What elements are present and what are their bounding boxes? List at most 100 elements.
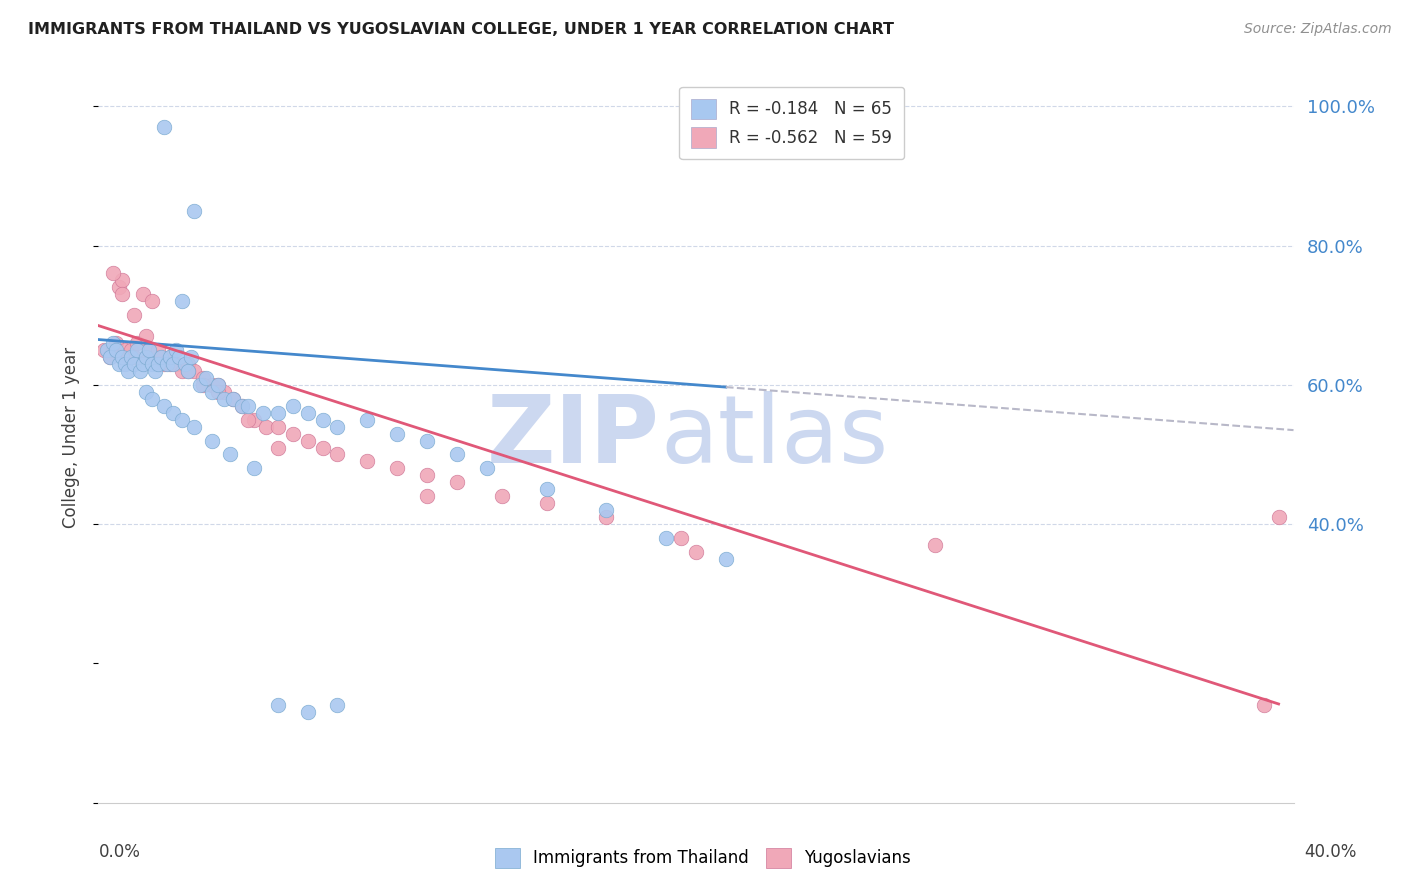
Point [135,350,157,364]
Point [491,489,513,503]
Point [254,419,277,434]
Point [326,698,349,713]
Point [105,336,128,351]
Text: ZIP: ZIP [488,391,661,483]
Point [714,552,737,566]
Point [172,294,194,309]
Point [172,364,194,378]
Text: Source: ZipAtlas.com: Source: ZipAtlas.com [1244,22,1392,37]
Point [669,531,692,545]
Point [311,441,333,455]
Point [326,448,349,462]
Point [132,357,155,371]
Point [148,343,170,357]
Point [191,371,214,385]
Point [201,384,224,399]
Text: 0.0%: 0.0% [98,843,141,861]
Point [103,266,125,280]
Point [124,350,146,364]
Point [162,406,184,420]
Point [385,461,409,475]
Point [103,343,125,357]
Point [536,483,558,497]
Point [236,399,259,413]
Point [96,343,118,357]
Point [243,412,266,426]
Point [165,343,187,357]
Point [120,343,142,357]
Point [93,343,115,357]
Point [195,371,218,385]
Point [105,343,128,357]
Point [148,350,170,364]
Point [446,475,468,490]
Point [416,468,439,483]
Point [111,350,134,364]
Point [207,384,229,399]
Point [924,538,946,552]
Point [281,426,304,441]
Point [156,357,179,371]
Point [188,377,211,392]
Point [183,419,205,434]
Point [201,434,224,448]
Point [243,461,266,475]
Point [98,350,122,364]
Point [207,377,229,392]
Point [177,364,200,378]
Point [222,392,245,406]
Point [132,287,155,301]
Point [111,273,134,287]
Point [165,357,187,371]
Point [252,406,274,420]
Point [117,364,139,378]
Point [236,412,259,426]
Point [297,434,319,448]
Point [655,531,678,545]
Point [150,350,173,364]
Point [595,503,617,517]
Point [159,350,181,364]
Point [201,377,224,392]
Point [114,357,136,371]
Point [108,357,131,371]
Point [356,454,378,468]
Point [267,698,290,713]
Point [141,294,163,309]
Point [180,350,202,364]
Point [536,496,558,510]
Point [153,120,176,134]
Point [143,364,166,378]
Point [183,364,205,378]
Point [177,364,200,378]
Point [167,350,190,364]
Point [1267,510,1289,524]
Point [212,384,235,399]
Point [172,412,194,426]
Point [153,399,176,413]
Point [141,392,163,406]
Point [475,461,498,475]
Point [138,343,160,357]
Point [267,419,290,434]
Point [595,510,617,524]
Point [159,350,181,364]
Point [326,419,349,434]
Point [267,441,290,455]
Point [124,357,146,371]
Point [191,377,214,392]
Point [212,392,235,406]
Legend: R = -0.184   N = 65, R = -0.562   N = 59: R = -0.184 N = 65, R = -0.562 N = 59 [679,87,904,160]
Point [416,434,439,448]
Point [129,364,152,378]
Text: IMMIGRANTS FROM THAILAND VS YUGOSLAVIAN COLLEGE, UNDER 1 YEAR CORRELATION CHART: IMMIGRANTS FROM THAILAND VS YUGOSLAVIAN … [28,22,894,37]
Point [231,399,253,413]
Point [183,203,205,218]
Point [207,377,229,392]
Point [148,357,170,371]
Point [120,350,142,364]
Point [222,392,245,406]
Point [141,357,163,371]
Point [231,399,253,413]
Point [98,350,122,364]
